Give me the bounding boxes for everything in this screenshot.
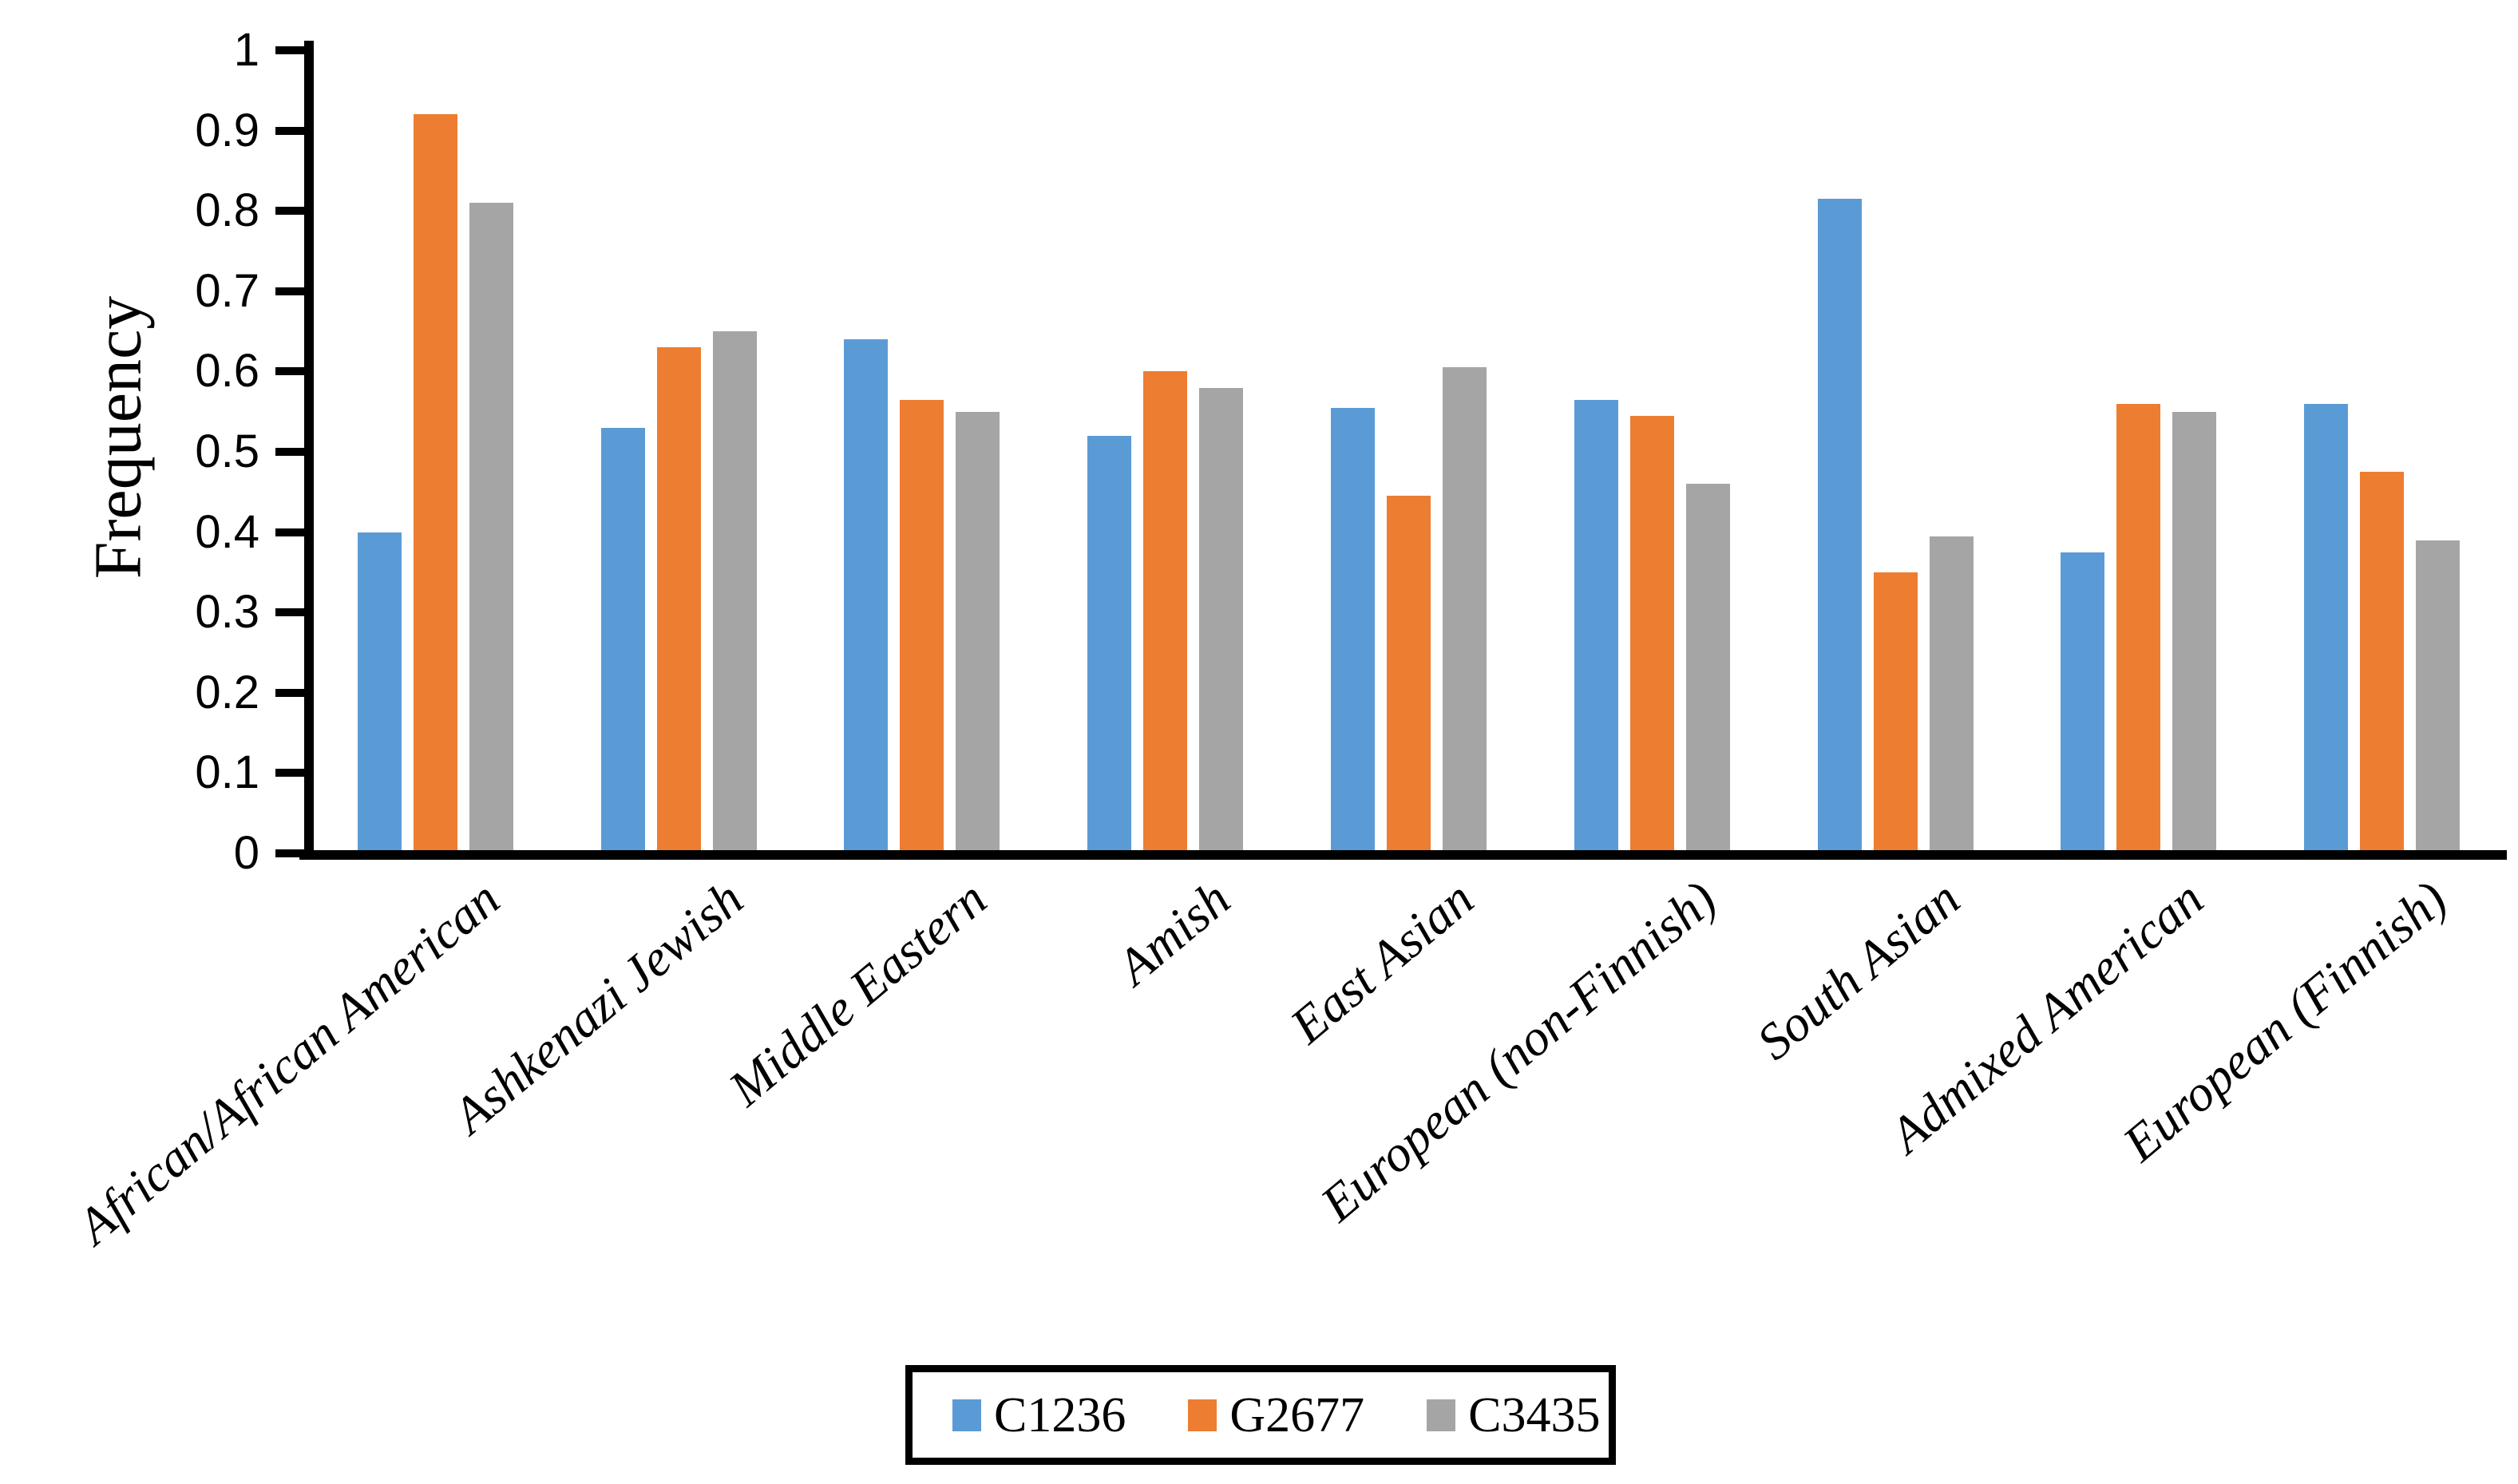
y-tick-mark <box>275 207 304 215</box>
bar-C1236-category-4 <box>1331 408 1375 850</box>
legend-item-C3435: C3435 <box>1427 1387 1601 1442</box>
bar-C3435-category-6 <box>1930 536 1974 850</box>
x-category-label: European (Finnish) <box>2112 869 2457 1173</box>
y-tick-label: 0.2 <box>195 667 259 718</box>
bar-C1236-category-3 <box>1087 436 1131 850</box>
bar-G2677-category-0 <box>414 114 457 850</box>
legend-swatch-C1236 <box>952 1399 981 1431</box>
bar-C3435-category-4 <box>1443 367 1487 850</box>
y-tick-label: 0.8 <box>195 184 259 236</box>
y-tick-mark <box>275 367 304 375</box>
y-tick-mark <box>275 127 304 135</box>
bar-C1236-category-0 <box>358 532 402 850</box>
y-tick-mark <box>275 689 304 697</box>
bar-C3435-category-7 <box>2172 412 2216 850</box>
legend-item-C1236: C1236 <box>952 1391 1126 1440</box>
legend-label-C3435: C3435 <box>1468 1387 1601 1442</box>
bar-G2677-category-5 <box>1630 416 1674 850</box>
y-tick-mark <box>275 287 304 295</box>
bar-G2677-category-7 <box>2116 404 2160 850</box>
bar-C3435-category-0 <box>469 203 513 850</box>
y-tick-mark <box>275 608 304 616</box>
y-tick-label: 0.1 <box>195 746 259 798</box>
y-tick-mark <box>275 528 304 536</box>
y-tick-label: 1 <box>233 24 259 76</box>
bar-G2677-category-4 <box>1387 496 1431 850</box>
y-tick-mark <box>275 46 304 54</box>
bar-C3435-category-8 <box>2416 540 2460 850</box>
bar-C1236-category-6 <box>1818 199 1862 850</box>
y-tick-label: 0.5 <box>195 425 259 477</box>
bar-C1236-category-8 <box>2304 404 2348 850</box>
bar-C1236-category-7 <box>2061 552 2104 850</box>
bar-C3435-category-3 <box>1199 388 1243 850</box>
legend-label-G2677: G2677 <box>1229 1387 1365 1442</box>
bar-C3435-category-1 <box>713 331 757 850</box>
legend-swatch-C3435 <box>1427 1399 1456 1431</box>
legend-item-G2677: G2677 <box>1188 1391 1364 1440</box>
bar-C3435-category-5 <box>1686 484 1730 850</box>
y-tick-mark <box>275 448 304 456</box>
y-tick-label: 0.7 <box>195 265 259 317</box>
bar-C1236-category-1 <box>601 428 645 850</box>
y-tick-mark <box>275 849 304 857</box>
bar-G2677-category-2 <box>900 400 944 850</box>
bar-G2677-category-8 <box>2360 472 2404 850</box>
bar-G2677-category-3 <box>1143 371 1187 850</box>
bar-C3435-category-2 <box>956 412 1000 850</box>
bar-G2677-category-1 <box>657 347 701 850</box>
y-tick-label: 0.3 <box>195 586 259 638</box>
y-tick-label: 0.4 <box>195 506 259 558</box>
legend-label-C1236: C1236 <box>994 1387 1126 1442</box>
legend-swatch-G2677 <box>1188 1399 1217 1431</box>
x-axis-line <box>299 850 2507 860</box>
bar-G2677-category-6 <box>1874 572 1918 850</box>
y-tick-mark <box>275 769 304 777</box>
bar-C1236-category-2 <box>844 339 888 850</box>
y-tick-label: 0.9 <box>195 105 259 156</box>
legend: C1236 G2677 C3435 <box>905 1365 1616 1465</box>
bar-C1236-category-5 <box>1574 400 1618 850</box>
y-axis-line <box>304 41 314 860</box>
y-tick-label: 0.6 <box>195 345 259 397</box>
y-tick-label: 0 <box>233 827 259 879</box>
